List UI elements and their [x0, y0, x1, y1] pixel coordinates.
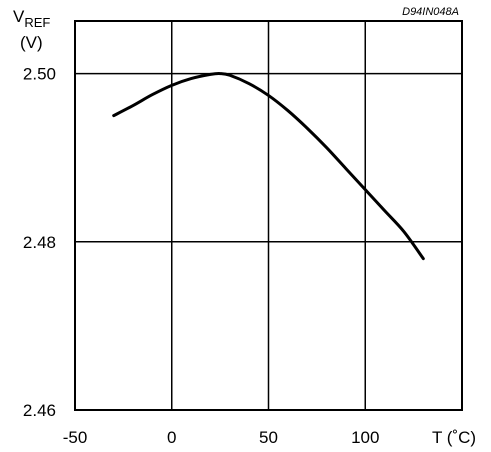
figure-code: D94IN048A — [402, 6, 459, 18]
grid — [75, 21, 462, 410]
x-tick-label: 100 — [351, 428, 379, 447]
x-tick-labels: -50 0 50 100 — [63, 428, 380, 447]
y-tick-labels: 2.46 2.48 2.50 — [23, 65, 56, 420]
series-line — [112, 72, 425, 261]
y-tick-label: 2.46 — [23, 401, 56, 420]
y-axis-label: VREF — [13, 7, 50, 30]
x-tick-label: 0 — [167, 428, 176, 447]
x-axis-label: T (˚C) — [432, 428, 476, 447]
y-axis-label-main: V — [13, 7, 25, 26]
x-tick-label: -50 — [63, 428, 88, 447]
y-tick-label: 2.50 — [23, 65, 56, 84]
x-tick-label: 50 — [259, 428, 278, 447]
y-axis-label-sub: REF — [24, 15, 50, 30]
y-tick-label: 2.48 — [23, 233, 56, 252]
plot-frame — [74, 20, 463, 411]
y-axis-unit: (V) — [20, 33, 43, 52]
